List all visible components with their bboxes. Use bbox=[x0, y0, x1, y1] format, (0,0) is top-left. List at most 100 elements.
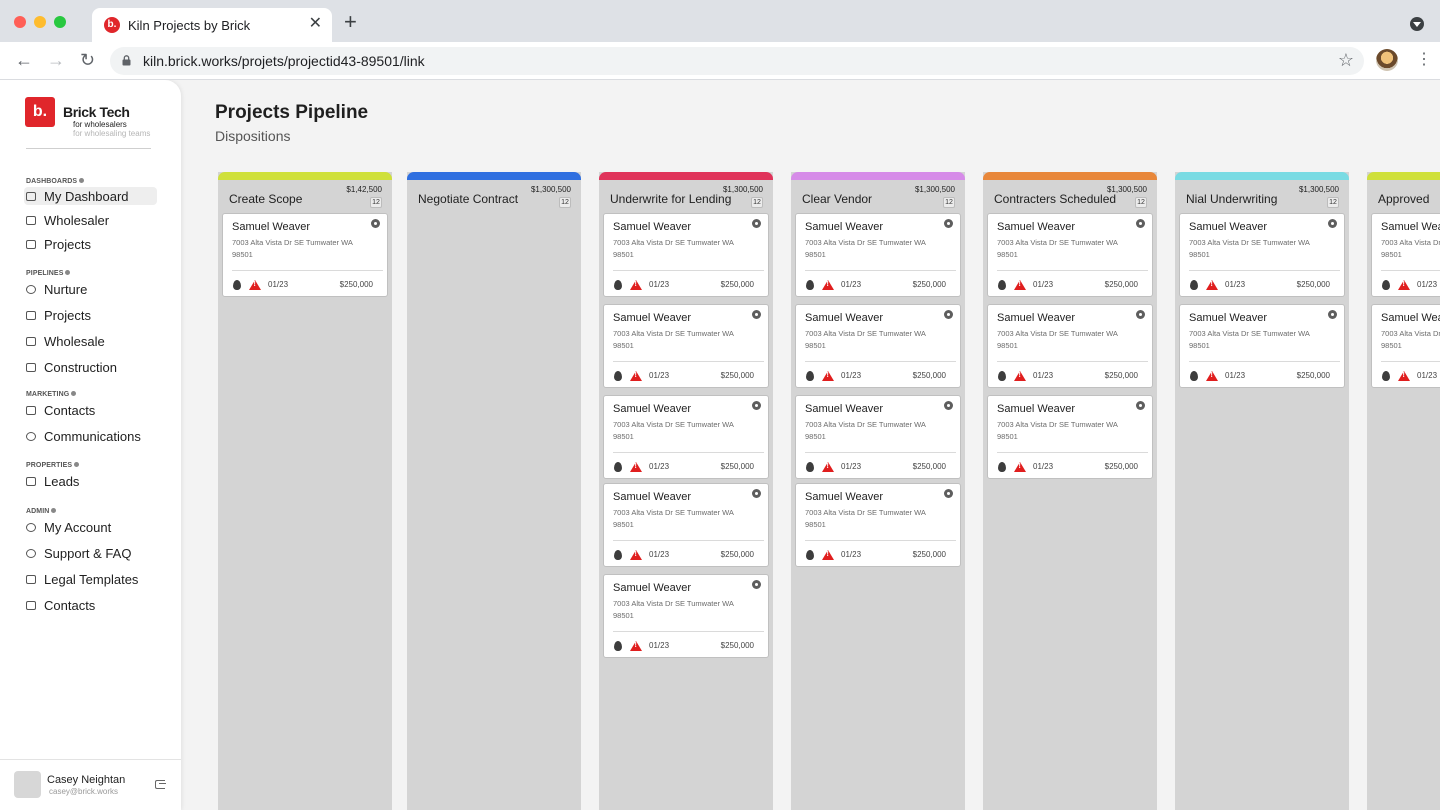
settings-icon[interactable] bbox=[944, 489, 953, 498]
settings-icon[interactable] bbox=[1328, 310, 1337, 319]
sidebar-item-marketing-contacts[interactable]: Contacts bbox=[24, 401, 157, 419]
url-field[interactable]: kiln.brick.works/projets/projectid43-895… bbox=[110, 47, 1364, 75]
column-title: Clear Vendor bbox=[802, 192, 873, 206]
deal-card[interactable]: Samuel Weaver 7003 Alta Vista Dr SE Tumwa… bbox=[1371, 304, 1440, 388]
deal-card[interactable]: Samuel Weaver 7003 Alta Vista Dr SE Tumwa… bbox=[795, 304, 961, 388]
deal-card[interactable]: Samuel Weaver 7003 Alta Vista Dr SE Tumwa… bbox=[1179, 213, 1345, 297]
page-subtitle: Dispositions bbox=[215, 128, 291, 144]
settings-icon[interactable] bbox=[1328, 219, 1337, 228]
settings-icon[interactable] bbox=[944, 310, 953, 319]
card-date: 01/23 bbox=[841, 280, 862, 289]
settings-icon[interactable] bbox=[1136, 310, 1145, 319]
sidebar-item-wholesaler[interactable]: Wholesaler bbox=[24, 211, 157, 229]
settings-icon[interactable] bbox=[752, 489, 761, 498]
deal-card[interactable]: Samuel Weaver 7003 Alta Vista Dr SE Tumwa… bbox=[1179, 304, 1345, 388]
card-price: $250,000 bbox=[912, 371, 946, 380]
card-contact-name: Samuel Weaver bbox=[1189, 221, 1268, 233]
sidebar-item-construction[interactable]: Construction bbox=[24, 358, 157, 376]
forward-arrow-icon[interactable]: → bbox=[47, 50, 65, 70]
settings-icon[interactable] bbox=[752, 310, 761, 319]
divider bbox=[805, 540, 956, 541]
warning-icon bbox=[1206, 280, 1218, 290]
sidebar-item-my-account[interactable]: My Account bbox=[24, 518, 157, 536]
section-heading-marketing: MARKETING bbox=[26, 391, 77, 398]
deal-card[interactable]: Samuel Weaver 7003 Alta Vista Dr SE Tumwa… bbox=[1371, 213, 1440, 297]
deal-card[interactable]: Samuel Weaver 7003 Alta Vista Dr SE Tumwa… bbox=[987, 395, 1153, 479]
card-address: 7003 Alta Vista Dr SE Tumwater WA 98501 bbox=[1189, 329, 1310, 350]
browser-tab[interactable]: b. Kiln Projects by Brick ✕ bbox=[92, 8, 332, 42]
deal-card[interactable]: Samuel Weaver 7003 Alta Vista Dr SE Tumwa… bbox=[603, 395, 769, 479]
sidebar-item-wholesale[interactable]: Wholesale bbox=[24, 332, 157, 350]
reload-icon[interactable]: ↻ bbox=[80, 50, 96, 70]
settings-icon[interactable] bbox=[944, 401, 953, 410]
book-icon bbox=[26, 476, 36, 486]
column-color-bar bbox=[218, 172, 392, 180]
deal-card[interactable]: Samuel Weaver 7003 Alta Vista Dr SE Tumwa… bbox=[987, 213, 1153, 297]
deal-card[interactable]: Samuel Weaver 7003 Alta Vista Dr SE Tumwa… bbox=[603, 574, 769, 658]
column-count-badge: 12 bbox=[751, 197, 763, 208]
card-address: 7003 Alta Vista Dr SE Tumwater WA 98501 bbox=[805, 329, 926, 350]
column-count-badge: 12 bbox=[1327, 197, 1339, 208]
sidebar-item-nurture[interactable]: Nurture bbox=[24, 280, 157, 298]
card-address: 7003 Alta Vista Dr SE Tumwater WA 98501 bbox=[997, 420, 1118, 441]
section-heading-dashboards: DASHBOARDS bbox=[26, 178, 85, 185]
deal-card[interactable]: Samuel Weaver 7003 Alta Vista Dr SE Tumwa… bbox=[603, 213, 769, 297]
sidebar-item-admin-contacts[interactable]: Contacts bbox=[24, 596, 157, 614]
window-maximize-button[interactable] bbox=[54, 16, 66, 28]
settings-icon[interactable] bbox=[1136, 219, 1145, 228]
sidebar-item-my-dashboard[interactable]: My Dashboard bbox=[24, 187, 157, 205]
column-color-bar bbox=[599, 172, 773, 180]
deal-card[interactable]: Samuel Weaver 7003 Alta Vista Dr SE Tumwa… bbox=[222, 213, 388, 297]
sidebar-item-legal-templates[interactable]: Legal Templates bbox=[24, 570, 157, 588]
brand-logo[interactable]: b. bbox=[25, 97, 55, 127]
flame-icon bbox=[614, 550, 622, 560]
window-close-button[interactable] bbox=[14, 16, 26, 28]
sidebar-item-projects[interactable]: Projects bbox=[24, 235, 157, 253]
logout-icon[interactable] bbox=[155, 780, 166, 789]
pipeline-column: Approved Samuel Weaver 7003 Alta Vista Dr … bbox=[1367, 172, 1440, 810]
warning-icon bbox=[1014, 280, 1026, 290]
sidebar-item-support[interactable]: Support & FAQ bbox=[24, 544, 157, 562]
card-address: 7003 Alta Vista Dr SE Tumwater WA 98501 bbox=[1189, 238, 1310, 259]
star-icon[interactable]: ☆ bbox=[1337, 50, 1354, 70]
card-address: 7003 Alta Vista Dr SE Tumwater WA 98501 bbox=[613, 329, 734, 350]
card-price: $250,000 bbox=[720, 462, 754, 471]
tab-search-icon[interactable] bbox=[1410, 17, 1424, 31]
avatar[interactable] bbox=[14, 771, 41, 798]
card-date: 01/23 bbox=[649, 280, 670, 289]
card-address: 7003 Alta Vista Dr SE Tumwater WA 98501 bbox=[805, 508, 926, 529]
warning-icon bbox=[1398, 371, 1410, 381]
contact-book-icon bbox=[26, 600, 36, 610]
deal-card[interactable]: Samuel Weaver 7003 Alta Vista Dr SE Tumwa… bbox=[603, 483, 769, 567]
divider bbox=[805, 452, 956, 453]
deal-card[interactable]: Samuel Weaver 7003 Alta Vista Dr SE Tumwa… bbox=[603, 304, 769, 388]
back-arrow-icon[interactable]: ← bbox=[15, 50, 33, 70]
settings-icon[interactable] bbox=[752, 580, 761, 589]
kebab-menu-icon[interactable]: ⋮ bbox=[1416, 51, 1432, 68]
url-text: kiln.brick.works/projets/projectid43-895… bbox=[143, 53, 425, 69]
settings-icon[interactable] bbox=[752, 219, 761, 228]
sidebar-item-leads[interactable]: Leads bbox=[24, 472, 157, 490]
new-tab-icon[interactable]: + bbox=[344, 9, 357, 34]
divider bbox=[232, 270, 383, 271]
sidebar-item-pipeline-projects[interactable]: Projects bbox=[24, 306, 157, 324]
deal-card[interactable]: Samuel Weaver 7003 Alta Vista Dr SE Tumwa… bbox=[987, 304, 1153, 388]
deal-card[interactable]: Samuel Weaver 7003 Alta Vista Dr SE Tumwa… bbox=[795, 213, 961, 297]
settings-icon[interactable] bbox=[371, 219, 380, 228]
headset-icon bbox=[26, 431, 36, 441]
close-tab-icon[interactable]: ✕ bbox=[308, 15, 322, 32]
window-minimize-button[interactable] bbox=[34, 16, 46, 28]
deal-card[interactable]: Samuel Weaver 7003 Alta Vista Dr SE Tumwa… bbox=[795, 483, 961, 567]
column-color-bar bbox=[1367, 172, 1440, 180]
flame-icon bbox=[1190, 371, 1198, 381]
card-price: $250,000 bbox=[1104, 462, 1138, 471]
card-price: $250,000 bbox=[912, 280, 946, 289]
settings-icon[interactable] bbox=[752, 401, 761, 410]
settings-icon[interactable] bbox=[1136, 401, 1145, 410]
settings-icon[interactable] bbox=[944, 219, 953, 228]
profile-avatar[interactable] bbox=[1376, 49, 1398, 71]
warning-icon bbox=[822, 280, 834, 290]
sidebar-item-communications[interactable]: Communications bbox=[24, 427, 157, 445]
deal-card[interactable]: Samuel Weaver 7003 Alta Vista Dr SE Tumwa… bbox=[795, 395, 961, 479]
card-contact-name: Samuel Weaver bbox=[805, 491, 884, 503]
